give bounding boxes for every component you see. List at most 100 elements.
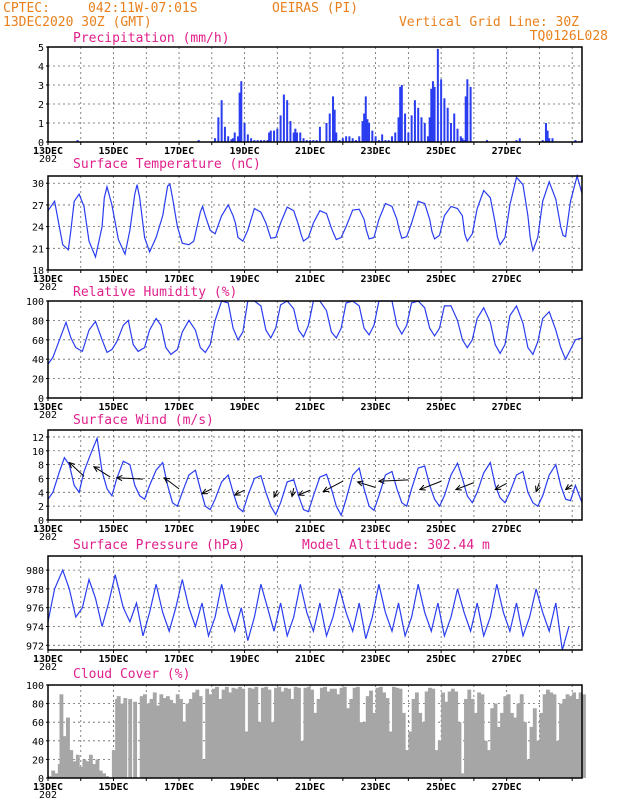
cloud-bar bbox=[365, 696, 370, 778]
cloud-bar bbox=[192, 692, 197, 778]
precip-bar bbox=[238, 92, 241, 142]
precip-bar bbox=[273, 130, 276, 142]
precip-bar bbox=[374, 136, 377, 142]
precip-bar bbox=[328, 113, 331, 142]
cloud-bar bbox=[231, 687, 236, 778]
precip-bar bbox=[546, 130, 549, 142]
cloud-bar bbox=[506, 694, 511, 778]
precip-bar bbox=[289, 121, 292, 142]
surface-wind-line bbox=[47, 436, 583, 517]
precip-bar bbox=[294, 128, 297, 142]
cloud-bar bbox=[372, 712, 377, 778]
wind-vector-head bbox=[564, 483, 572, 491]
cloud-bar bbox=[280, 691, 285, 778]
precip-bar bbox=[420, 117, 423, 142]
y-tick-label: 100 bbox=[26, 297, 44, 308]
y-tick-label: 976 bbox=[26, 604, 44, 615]
x-year-fragment: 202 bbox=[39, 532, 57, 543]
precip-bar bbox=[243, 123, 246, 142]
wind-vector-head bbox=[290, 490, 297, 498]
cloud-bar bbox=[247, 687, 252, 778]
relative-humidity-line bbox=[47, 300, 583, 365]
cloud-bar bbox=[116, 696, 121, 778]
cloud-bar bbox=[464, 698, 468, 778]
cloud-cover-title: Cloud Cover (%) bbox=[73, 667, 190, 682]
precip-bar bbox=[279, 115, 282, 142]
y-tick-label: 4 bbox=[38, 62, 44, 73]
wind-vector bbox=[164, 477, 180, 490]
precip-bar bbox=[394, 132, 397, 142]
y-tick-label: 10 bbox=[32, 447, 44, 458]
wind-vector bbox=[494, 482, 507, 490]
cloud-bar bbox=[264, 686, 269, 778]
precip-bar bbox=[361, 121, 364, 142]
wind-vector bbox=[273, 490, 278, 498]
precip-bar bbox=[407, 132, 410, 142]
wind-vector bbox=[322, 480, 344, 493]
precip-bar bbox=[428, 117, 431, 142]
x-tick-label: 21DEC bbox=[295, 524, 325, 535]
cloud-bar bbox=[82, 759, 87, 778]
cloud-bar bbox=[516, 703, 521, 778]
precipitation-panel: Precipitation (mm/h) 0 1 2 3 4 5 13DEC 15DEC 17DE… bbox=[33, 31, 583, 165]
cloud-bar bbox=[270, 722, 275, 778]
precip-bar bbox=[240, 81, 243, 142]
precip-bar bbox=[338, 140, 341, 142]
x-tick-label: 17DEC bbox=[164, 782, 194, 793]
wind-vector bbox=[116, 477, 144, 480]
x-tick-label: 17DEC bbox=[164, 524, 194, 535]
x-tick-label: 27DEC bbox=[492, 274, 522, 285]
y-tick-label: 20 bbox=[32, 375, 44, 386]
cloud-bar bbox=[211, 688, 216, 778]
cloud-bar bbox=[454, 691, 459, 778]
y-tick-label: 12 bbox=[32, 433, 44, 444]
cloud-bar bbox=[483, 740, 488, 778]
cloud-bar bbox=[401, 712, 406, 778]
x-tick-label: 13DEC bbox=[33, 146, 63, 157]
surface-temperature-panel: Surface Temperature (nC) 18 21 24 27 30 13DEC 1… bbox=[32, 157, 583, 293]
cloud-bar bbox=[51, 770, 56, 778]
precip-bar bbox=[417, 107, 420, 142]
cloud-bar bbox=[519, 694, 524, 778]
precip-bar bbox=[282, 94, 285, 142]
cloud-bar bbox=[428, 687, 432, 778]
header-run: 13DEC2020 30Z (GMT) bbox=[3, 15, 152, 30]
header-model: TQ0126L028 bbox=[530, 29, 608, 44]
cloud-bar bbox=[434, 750, 439, 778]
cloud-bar bbox=[532, 708, 537, 778]
precip-bar bbox=[431, 81, 434, 142]
precip-bar bbox=[197, 140, 200, 142]
y-tick-label: 80 bbox=[32, 700, 44, 711]
x-tick-label: 21DEC bbox=[295, 654, 325, 665]
wind-vector-head bbox=[200, 488, 208, 495]
wind-vector-head bbox=[377, 477, 385, 485]
cloud-bar bbox=[565, 694, 570, 778]
y-tick-label: 4 bbox=[38, 488, 44, 499]
precip-bar bbox=[76, 140, 79, 142]
cloud-bar bbox=[111, 750, 116, 778]
cloud-bar bbox=[349, 698, 354, 778]
x-tick-label: 21DEC bbox=[295, 146, 325, 157]
cloud-bar bbox=[257, 722, 262, 778]
cloud-bar bbox=[441, 692, 446, 778]
precip-bar bbox=[371, 130, 374, 142]
cloud-bar bbox=[72, 761, 77, 778]
x-tick-label: 15DEC bbox=[98, 654, 128, 665]
precip-bar bbox=[423, 123, 426, 142]
wind-vector-head bbox=[233, 490, 241, 496]
x-year-fragment: 202 bbox=[39, 790, 57, 800]
cloud-bar bbox=[146, 703, 151, 778]
y-tick-label: 0 bbox=[38, 138, 44, 149]
precip-bar bbox=[295, 132, 298, 142]
cloud-bar bbox=[500, 712, 504, 778]
cloud-bar bbox=[477, 692, 482, 778]
cloud-bar bbox=[418, 712, 423, 778]
cloud-bar bbox=[234, 688, 239, 778]
cloud-bar bbox=[66, 717, 70, 778]
cloud-bar bbox=[523, 722, 527, 778]
y-tick-label: 0 bbox=[38, 774, 44, 785]
surface-pressure-line bbox=[47, 568, 570, 651]
cloud-bar bbox=[411, 698, 416, 778]
surface-pressure-panel: Surface Pressure (hPa) Model Altitude: 30… bbox=[26, 538, 583, 673]
y-tick-label: 60 bbox=[32, 336, 44, 347]
